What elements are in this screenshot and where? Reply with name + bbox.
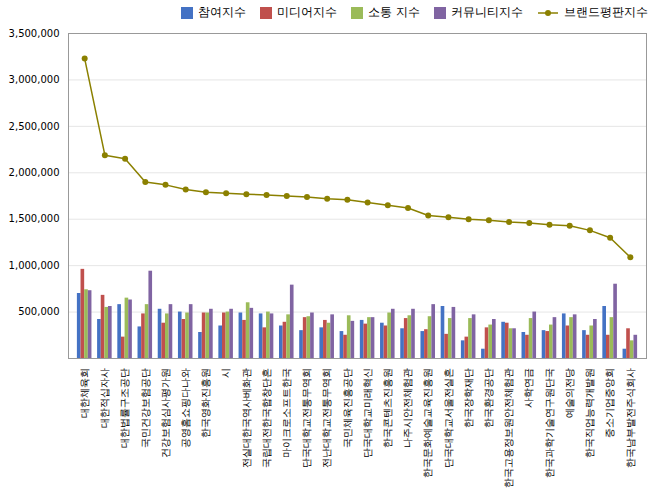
svg-text:대한적십자사: 대한적십자사 xyxy=(99,368,110,428)
svg-text:시: 시 xyxy=(220,368,231,378)
html-text:커뮤니티지수: 커뮤니티지수 xyxy=(451,5,523,19)
svg-text:나주시안전체험관: 나주시안전체험관 xyxy=(402,368,413,448)
svg-text:단국대학교서울전실혼: 단국대학교서울전실혼 xyxy=(443,368,454,468)
svg-text:한국남부발전주식회사: 한국남부발전주식회사 xyxy=(625,368,636,468)
svg-text:한국과학기술연구원단국: 한국과학기술연구원단국 xyxy=(544,368,555,478)
svg-text:국민건강보험공단: 국민건강보험공단 xyxy=(139,368,150,448)
svg-text:3,500,000: 3,500,000 xyxy=(9,28,60,39)
svg-text:전난대학교전통무역회: 전난대학교전통무역회 xyxy=(321,368,332,468)
html-text:참여지수: 참여지수 xyxy=(198,5,247,19)
svg-text:2,500,000: 2,500,000 xyxy=(9,121,60,132)
svg-text:한국문화예술교육진흥원: 한국문화예술교육진흥원 xyxy=(422,368,433,478)
svg-text:한국고용정보원안전체험관: 한국고용정보원안전체험관 xyxy=(503,368,514,488)
svg-text:한국영화진흥원: 한국영화진흥원 xyxy=(200,368,211,438)
html-text:브랜드평판지수: 브랜드평판지수 xyxy=(564,5,648,19)
svg-text:2,000,000: 2,000,000 xyxy=(9,167,60,178)
svg-text:500,000: 500,000 xyxy=(18,306,59,317)
svg-text:한국직업능력개발원: 한국직업능력개발원 xyxy=(584,368,595,458)
svg-text:3,000,000: 3,000,000 xyxy=(9,74,60,85)
svg-text:중소기업중앙회: 중소기업중앙회 xyxy=(604,368,615,438)
svg-text:공영홈쇼핑다나와: 공영홈쇼핑다나와 xyxy=(180,368,191,448)
svg-text:한국장학재단: 한국장학재단 xyxy=(463,368,474,428)
svg-text:한국환경공단: 한국환경공단 xyxy=(483,368,494,428)
svg-text:대한체육회: 대한체육회 xyxy=(79,368,90,418)
svg-text:사학연금: 사학연금 xyxy=(523,368,534,408)
svg-text:예술의전당: 예술의전당 xyxy=(564,368,575,418)
svg-text:1,000,000: 1,000,000 xyxy=(9,260,60,271)
svg-text:단국대학교미래혁신: 단국대학교미래혁신 xyxy=(362,368,373,458)
svg-text:단국대학교전통무역회: 단국대학교전통무역회 xyxy=(301,368,312,468)
svg-text:국립대전한국합창단혼: 국립대전한국합창단혼 xyxy=(261,368,272,468)
svg-text:전실대한국역사베화관: 전실대한국역사베화관 xyxy=(241,368,252,468)
svg-text:국민체육진흥공단: 국민체육진흥공단 xyxy=(342,368,353,448)
svg-text:한국콘텐츠진흥원: 한국콘텐츠진흥원 xyxy=(382,368,393,448)
svg-text:마이크로소프트한국: 마이크로소프트한국 xyxy=(281,368,292,458)
html-text:소통 지수: 소통 지수 xyxy=(368,5,420,19)
html-text:미디어지수: 미디어지수 xyxy=(277,5,338,19)
svg-text:1,500,000: 1,500,000 xyxy=(9,213,60,224)
svg-text:건강보험심사평가원: 건강보험심사평가원 xyxy=(160,368,171,458)
svg-text:대한법률구조공단: 대한법률구조공단 xyxy=(119,368,130,448)
